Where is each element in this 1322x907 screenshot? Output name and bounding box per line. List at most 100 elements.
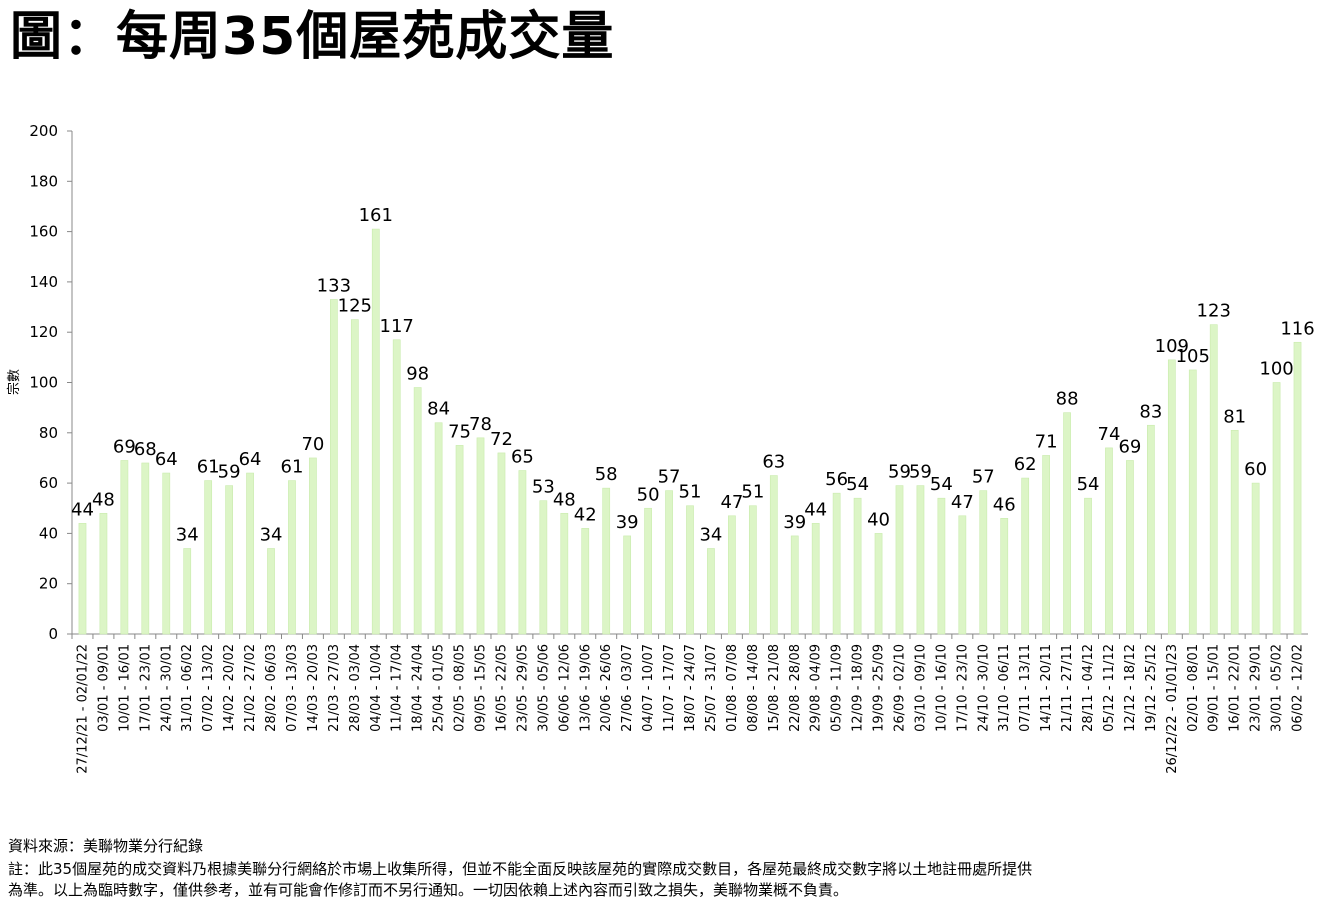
x-tick-label: 23/05 - 29/05 — [515, 644, 530, 732]
source-note: 資料來源：美聯物業分行紀錄 — [8, 837, 204, 855]
x-tick-label: 12/09 - 18/09 — [851, 644, 866, 732]
bar — [392, 339, 401, 635]
bar — [1021, 477, 1030, 635]
bar — [832, 492, 841, 635]
bar — [1188, 369, 1197, 635]
bar — [78, 523, 87, 635]
data-label: 39 — [616, 512, 639, 533]
x-tick-label: 09/01 - 15/01 — [1207, 644, 1222, 732]
bar — [120, 460, 129, 635]
x-tick-label: 26/12/22 - 01/01/23 — [1165, 644, 1180, 774]
disclaimer-line-1: 註：此35個屋苑的成交資料乃根據美聯分行網絡於市場上收集所得，但並不能全面反映該… — [8, 860, 1033, 878]
data-label: 64 — [155, 449, 178, 470]
x-tick-label: 05/12 - 11/12 — [1102, 644, 1117, 732]
chart-title: 圖：每周35個屋苑成交量 — [10, 7, 615, 67]
x-tick-label: 20/06 - 26/06 — [599, 644, 614, 732]
bar — [434, 422, 443, 635]
bar — [225, 485, 233, 635]
x-tick-label: 21/03 - 27/03 — [327, 644, 342, 732]
x-tick-label: 07/03 - 13/03 — [285, 644, 300, 732]
x-tick-label: 14/11 - 20/11 — [1039, 644, 1054, 732]
bar — [371, 228, 380, 635]
y-tick-label: 0 — [48, 625, 58, 643]
bar — [455, 445, 464, 635]
data-label: 69 — [1118, 436, 1141, 457]
data-label: 50 — [637, 484, 660, 505]
data-label: 61 — [281, 457, 304, 478]
bar — [329, 299, 338, 635]
data-label: 56 — [825, 469, 848, 490]
bar — [267, 548, 275, 635]
bar — [623, 535, 632, 635]
bar — [1126, 460, 1134, 635]
y-tick-label: 180 — [29, 172, 58, 190]
bar — [769, 475, 778, 635]
bar — [602, 487, 611, 635]
disclaimer-line-2: 為準。以上為臨時數字，僅供參考，並有可能會作修訂而不另行通知。一切因依賴上述內容… — [8, 881, 849, 899]
data-label: 59 — [909, 462, 932, 483]
x-tick-label: 11/04 - 17/04 — [390, 644, 405, 732]
bar — [958, 515, 967, 635]
y-tick-label: 20 — [39, 575, 58, 593]
data-label: 59 — [888, 462, 911, 483]
data-label: 46 — [993, 494, 1016, 515]
data-label: 61 — [197, 457, 220, 478]
data-label: 98 — [406, 364, 429, 385]
x-tick-label: 04/04 - 10/04 — [369, 644, 384, 732]
bars-layer — [78, 228, 1302, 635]
data-label: 47 — [951, 492, 974, 513]
x-tick-label: 05/09 - 11/09 — [830, 644, 845, 732]
x-tick-label: 16/01 - 22/01 — [1228, 644, 1243, 732]
x-tick-label: 14/02 - 20/02 — [222, 644, 237, 732]
x-tick-label: 24/10 - 30/10 — [976, 644, 991, 732]
bar — [1272, 382, 1281, 635]
x-tick-label: 21/11 - 27/11 — [1060, 644, 1075, 732]
data-label: 39 — [783, 512, 806, 533]
y-tick-label: 140 — [29, 273, 58, 291]
data-label: 123 — [1197, 301, 1231, 322]
data-label: 44 — [804, 499, 827, 520]
x-tick-label: 25/07 - 31/07 — [704, 644, 719, 732]
x-tick-label: 07/02 - 13/02 — [201, 644, 216, 732]
data-label: 53 — [532, 477, 555, 498]
bar — [979, 490, 988, 635]
x-tick-label: 04/07 - 10/07 — [641, 644, 656, 732]
x-tick-label: 26/09 - 02/10 — [892, 644, 907, 732]
bar — [141, 462, 150, 635]
data-label: 54 — [1077, 474, 1100, 495]
x-tick-label: 01/08 - 07/08 — [725, 644, 740, 732]
data-label: 84 — [427, 399, 450, 420]
bar — [895, 485, 904, 635]
x-tick-label: 19/09 - 25/09 — [872, 644, 887, 732]
data-label: 75 — [448, 421, 471, 442]
bar — [1042, 455, 1050, 635]
x-tick-label: 15/08 - 21/08 — [767, 644, 782, 732]
data-label: 65 — [511, 447, 534, 468]
bar — [1063, 412, 1071, 635]
x-tick-label: 02/01 - 08/01 — [1186, 644, 1201, 732]
bar — [518, 470, 527, 635]
data-label: 88 — [1056, 389, 1079, 410]
bar — [916, 485, 925, 635]
bar — [1230, 429, 1239, 635]
data-label: 69 — [113, 436, 136, 457]
bar — [288, 480, 296, 635]
x-tick-label: 31/10 - 06/11 — [997, 644, 1012, 732]
x-tick-label: 10/10 - 16/10 — [934, 644, 949, 732]
data-label: 40 — [867, 509, 890, 530]
data-label: 133 — [317, 276, 351, 297]
bar — [99, 512, 108, 635]
x-tick-label: 11/07 - 17/07 — [662, 644, 677, 732]
bar — [309, 457, 317, 635]
data-label: 42 — [574, 504, 597, 525]
x-tick-label: 12/12 - 18/12 — [1123, 644, 1138, 732]
x-tick-label: 02/05 - 08/05 — [453, 644, 468, 732]
y-tick-label: 60 — [39, 474, 58, 492]
data-label: 78 — [469, 414, 492, 435]
x-tick-label: 27/12/21 - 02/01/22 — [75, 644, 90, 774]
bar — [728, 515, 736, 635]
x-tick-label: 03/01 - 09/01 — [96, 644, 111, 732]
y-tick-label: 200 — [29, 122, 58, 140]
data-label: 74 — [1098, 424, 1121, 445]
